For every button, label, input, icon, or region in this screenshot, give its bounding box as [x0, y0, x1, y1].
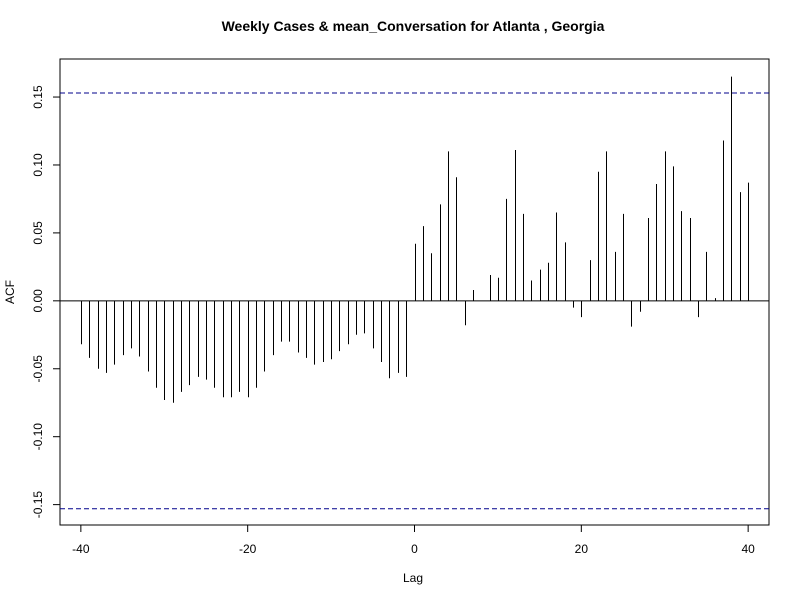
y-tick-label: -0.05 — [31, 355, 45, 383]
y-tick-label: 0.15 — [31, 85, 45, 109]
y-axis: -0.15 -0.10 -0.05 0.00 0.05 0.10 0.15 — [31, 85, 61, 519]
y-axis-label: ACF — [3, 280, 17, 304]
chart-title: Weekly Cases & mean_Conversation for Atl… — [222, 18, 605, 34]
x-axis-label: Lag — [403, 571, 423, 585]
confidence-bands — [60, 92, 769, 510]
x-tick-label: 40 — [741, 542, 755, 556]
y-tick-label: -0.15 — [31, 491, 45, 519]
x-tick-label: -40 — [72, 542, 90, 556]
x-tick-label: -20 — [239, 542, 257, 556]
x-tick-label: 0 — [411, 542, 418, 556]
acf-bars — [81, 76, 749, 403]
y-tick-label: 0.10 — [31, 153, 45, 177]
y-tick-label: 0.05 — [31, 221, 45, 245]
x-tick-label: 20 — [575, 542, 589, 556]
y-tick-label: -0.10 — [31, 423, 45, 451]
plot-frame — [59, 58, 770, 526]
x-axis: -40 -20 0 20 40 — [72, 524, 755, 556]
y-tick-label: 0.00 — [31, 289, 45, 313]
